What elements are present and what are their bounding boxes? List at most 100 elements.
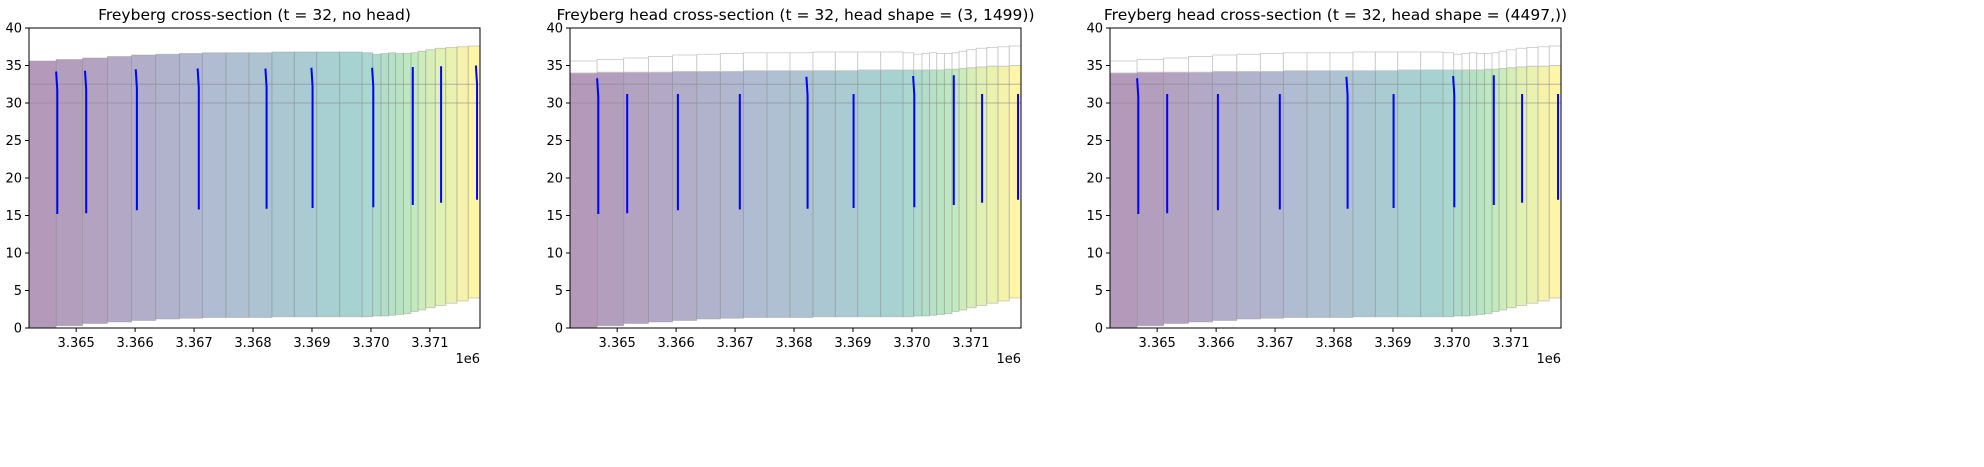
cell-fill	[943, 68, 953, 315]
x-tick-label: 3.368	[775, 336, 812, 351]
cell-outline	[1212, 54, 1238, 72]
y-tick-label: 10	[546, 247, 563, 262]
plot-content	[1110, 45, 1561, 328]
cell-outline	[1469, 52, 1478, 71]
cell-fill	[1110, 72, 1138, 328]
cell-outline	[766, 52, 791, 72]
panel-head-4497: Freyberg head cross-section (t = 32, hea…	[1086, 6, 1567, 367]
cell-fill	[1397, 69, 1422, 318]
x-tick-label: 3.369	[293, 336, 330, 351]
cell-outline	[880, 51, 904, 71]
cell-fill	[380, 53, 390, 317]
cell-fill	[107, 56, 132, 323]
cell-fill	[596, 71, 625, 327]
y-tick-label: 5	[1095, 284, 1103, 299]
cell-outline	[958, 50, 968, 69]
cell-outline	[623, 57, 649, 73]
y-tick-label: 25	[546, 134, 563, 149]
panel-title: Freyberg cross-section (t = 32, no head)	[98, 6, 411, 24]
x-tick-label: 3.370	[1433, 336, 1470, 351]
y-tick-label: 5	[555, 284, 563, 299]
cell-fill	[271, 51, 295, 318]
y-tick-label: 0	[14, 322, 22, 337]
x-tick-label: 3.369	[834, 336, 871, 351]
y-tick-label: 30	[546, 97, 563, 112]
y-tick-label: 10	[1086, 247, 1103, 262]
well-line	[196, 68, 200, 210]
cell-fill	[55, 59, 84, 327]
cell-outline	[1136, 59, 1165, 73]
panel-title: Freyberg head cross-section (t = 32, hea…	[556, 6, 1034, 24]
cell-outline	[742, 52, 768, 72]
cell-fill	[789, 70, 814, 318]
cell-outline	[834, 51, 859, 72]
y-tick-label: 30	[5, 97, 22, 112]
cell-fill	[316, 51, 341, 318]
cell-fill	[1461, 69, 1471, 317]
cell-outline	[1515, 47, 1528, 68]
cell-outline	[1483, 53, 1493, 70]
cell-fill	[225, 52, 250, 318]
x-tick-label: 3.368	[234, 336, 271, 351]
cell-outline	[1506, 49, 1517, 69]
cell-fill	[1498, 68, 1508, 311]
panel-head-3-1499: Freyberg head cross-section (t = 32, hea…	[546, 6, 1034, 367]
cell-outline	[975, 47, 988, 68]
x-tick-label: 3.370	[893, 336, 930, 351]
well-line	[805, 76, 809, 209]
x-tick-label: 3.366	[1198, 336, 1235, 351]
cell-outline	[1442, 52, 1455, 71]
cell-fill	[248, 52, 273, 318]
cell-outline	[1397, 51, 1422, 71]
cell-outline	[812, 51, 836, 72]
cell-fill	[570, 72, 598, 328]
cell-fill	[339, 51, 363, 318]
x-tick-label: 3.367	[716, 336, 753, 351]
cell-fill	[880, 69, 904, 318]
x-tick-label: 3.371	[952, 336, 989, 351]
plot-area	[570, 45, 1021, 328]
well-line	[596, 78, 600, 214]
plot-area	[1110, 45, 1561, 328]
plot-content	[29, 45, 480, 328]
x-tick-label: 3.366	[117, 336, 154, 351]
cell-fill	[425, 49, 436, 309]
y-tick-label: 20	[546, 172, 563, 187]
well-line	[1136, 78, 1140, 214]
cell-outline	[929, 52, 938, 71]
cell-outline	[789, 52, 814, 72]
cell-fill	[742, 70, 768, 318]
y-tick-label: 20	[5, 172, 22, 187]
x-tick-label: 3.368	[1315, 336, 1352, 351]
cell-outline	[943, 53, 953, 70]
cell-fill	[966, 67, 977, 309]
x-tick-label: 3.371	[411, 336, 448, 351]
cell-fill	[1306, 70, 1331, 318]
cell-outline	[997, 46, 1010, 67]
y-tick-label: 35	[5, 59, 22, 74]
cell-fill	[929, 69, 938, 316]
y-tick-label: 15	[1086, 209, 1103, 224]
cell-outline	[596, 59, 625, 73]
x-tick-label: 3.367	[1256, 336, 1293, 351]
y-tick-label: 15	[5, 209, 22, 224]
cell-fill	[902, 69, 915, 318]
x-tick-label: 3.366	[658, 336, 695, 351]
cell-fill	[1188, 71, 1213, 323]
y-tick-label: 25	[1086, 134, 1103, 149]
cell-outline	[902, 52, 915, 71]
cell-outline	[951, 52, 960, 70]
cell-outline	[1498, 50, 1508, 69]
well-line	[912, 75, 916, 208]
y-tick-label: 35	[1086, 59, 1103, 74]
y-tick-label: 0	[1095, 322, 1103, 337]
cell-fill	[445, 47, 458, 304]
cell-outline	[1420, 51, 1444, 71]
cell-outline	[648, 56, 673, 73]
cell-fill	[936, 69, 945, 315]
cell-fill	[1469, 69, 1478, 316]
y-tick-label: 25	[5, 134, 22, 149]
cell-outline	[1374, 51, 1399, 72]
cell-fill	[402, 53, 412, 315]
cell-outline	[1163, 57, 1189, 73]
